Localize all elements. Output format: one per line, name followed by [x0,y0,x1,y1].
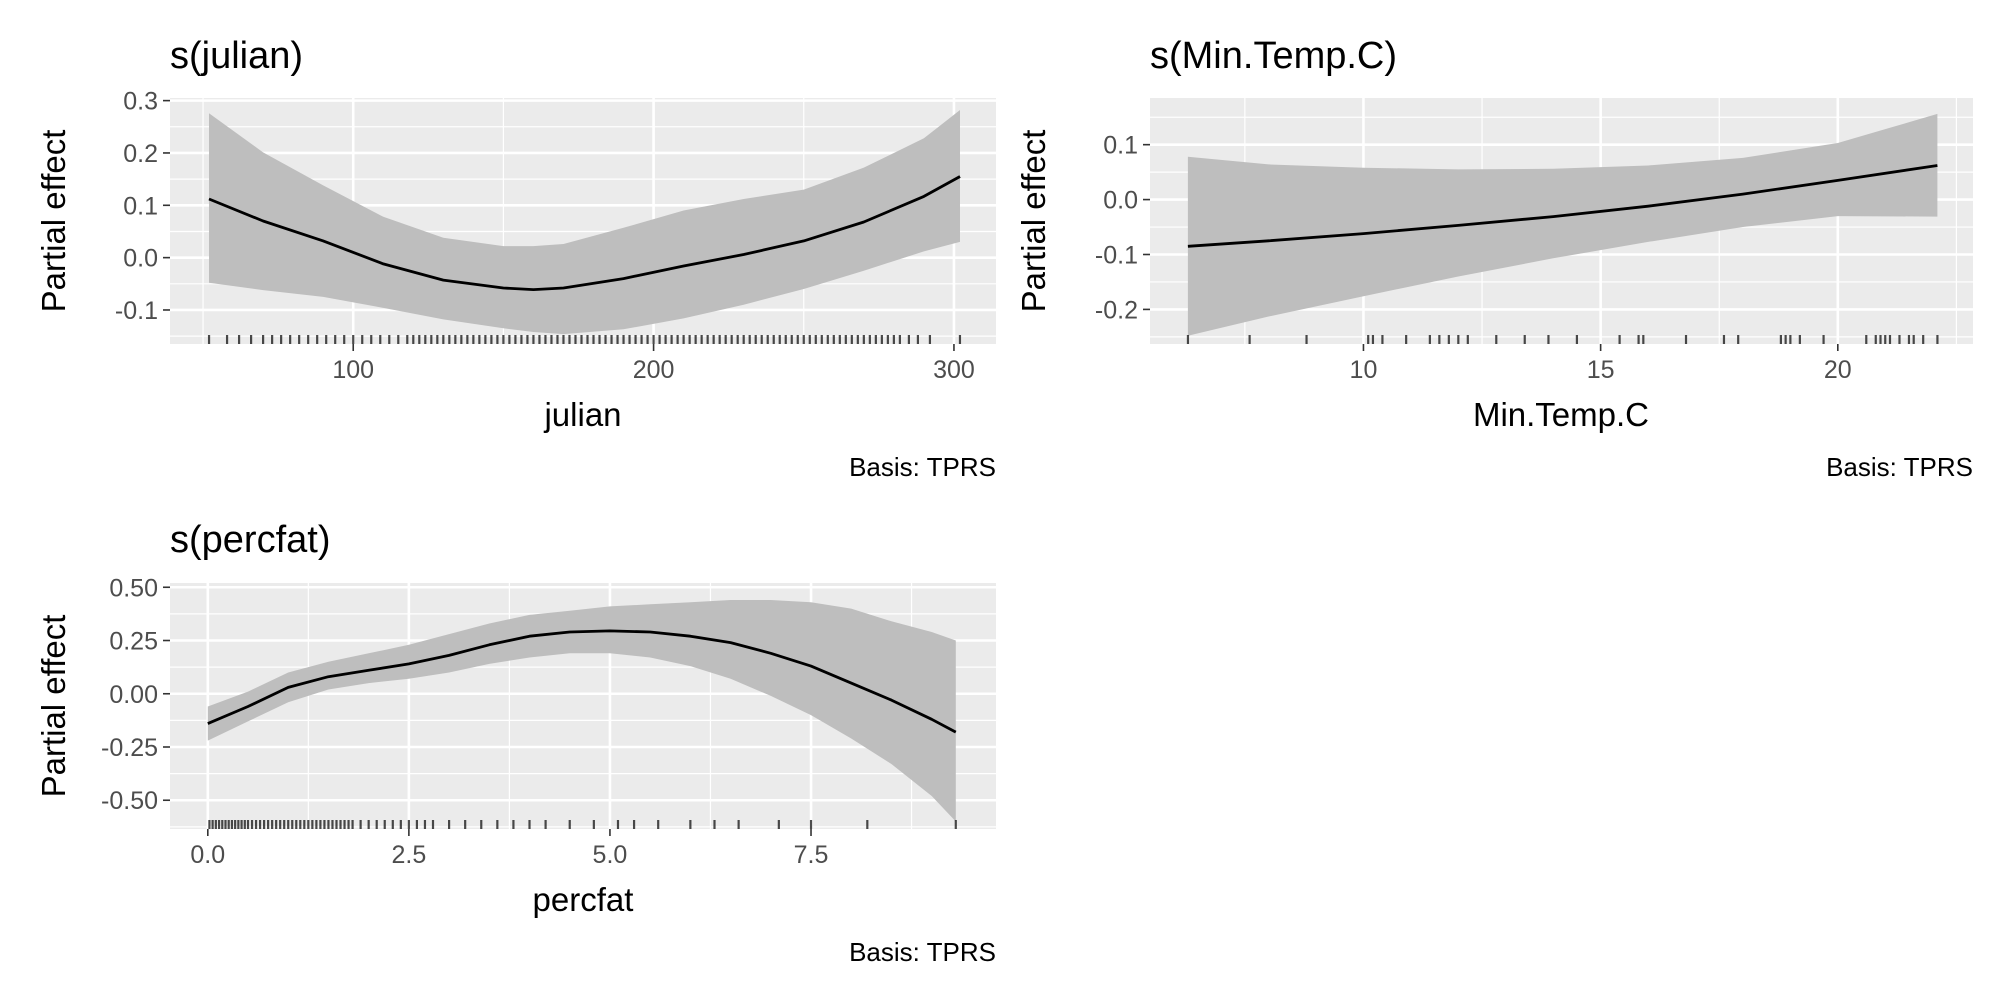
x-tick-label: 15 [1587,356,1615,384]
smooth-line [207,629,957,734]
panel-title: s(percfat) [170,519,330,561]
x-tick-label: 300 [933,356,975,384]
y-tick-label: 0.1 [123,192,158,220]
y-tick-label: 0.00 [109,681,158,709]
y-tick-label: -0.25 [101,734,158,762]
y-axis-label: Partial effect [1015,130,1052,313]
y-tick-label: -0.1 [115,297,158,325]
x-axis-label: Min.Temp.C [1473,396,1649,433]
y-tick-label: 0.0 [1103,187,1138,215]
panel-julian: 100 200 300 -0.1 0.0 0.1 0.2 0.3 s(julian) Part… [35,35,996,482]
panel-title: s(julian) [170,35,303,77]
y-tick-label: 0.2 [123,140,158,168]
y-tick-label: 0.50 [109,574,158,602]
y-tick-label: 0.3 [123,88,158,116]
y-tick-label: -0.50 [101,787,158,815]
x-tick-label: 200 [633,356,675,384]
confidence-band [1187,113,1938,336]
smooth-line [208,175,961,292]
panel-min-temp: 10 15 20 -0.2 -0.1 0.0 0.1 s(Min.Temp.C) Parti… [1015,35,1973,482]
y-tick-label: 0.1 [1103,132,1138,160]
y-tick-label: 0.0 [123,245,158,273]
panel-title: s(Min.Temp.C) [1150,35,1397,77]
smooth-line [1187,164,1938,248]
basis-caption: Basis: TPRS [1826,452,1973,482]
x-tick-label: 7.5 [794,841,829,869]
y-axis-label: Partial effect [35,615,72,798]
y-tick-label: 0.25 [109,628,158,656]
basis-caption: Basis: TPRS [849,937,996,967]
x-tick-label: 20 [1824,356,1852,384]
x-tick-label: 100 [332,356,374,384]
y-tick-label: -0.1 [1095,241,1138,269]
x-axis-label: percfat [533,881,634,918]
y-tick-label: -0.2 [1095,296,1138,324]
y-axis-label: Partial effect [35,130,72,313]
x-tick-label: 0.0 [190,841,225,869]
panel-percfat: 0.0 2.5 5.0 7.5 -0.50 -0.25 0.00 0.25 0.50 s(per… [35,519,996,967]
x-tick-label: 2.5 [391,841,426,869]
x-tick-label: 5.0 [593,841,628,869]
confidence-band [209,110,960,335]
basis-caption: Basis: TPRS [849,452,996,482]
x-axis-label: julian [543,396,621,433]
x-tick-label: 10 [1350,356,1378,384]
confidence-band [207,600,956,822]
